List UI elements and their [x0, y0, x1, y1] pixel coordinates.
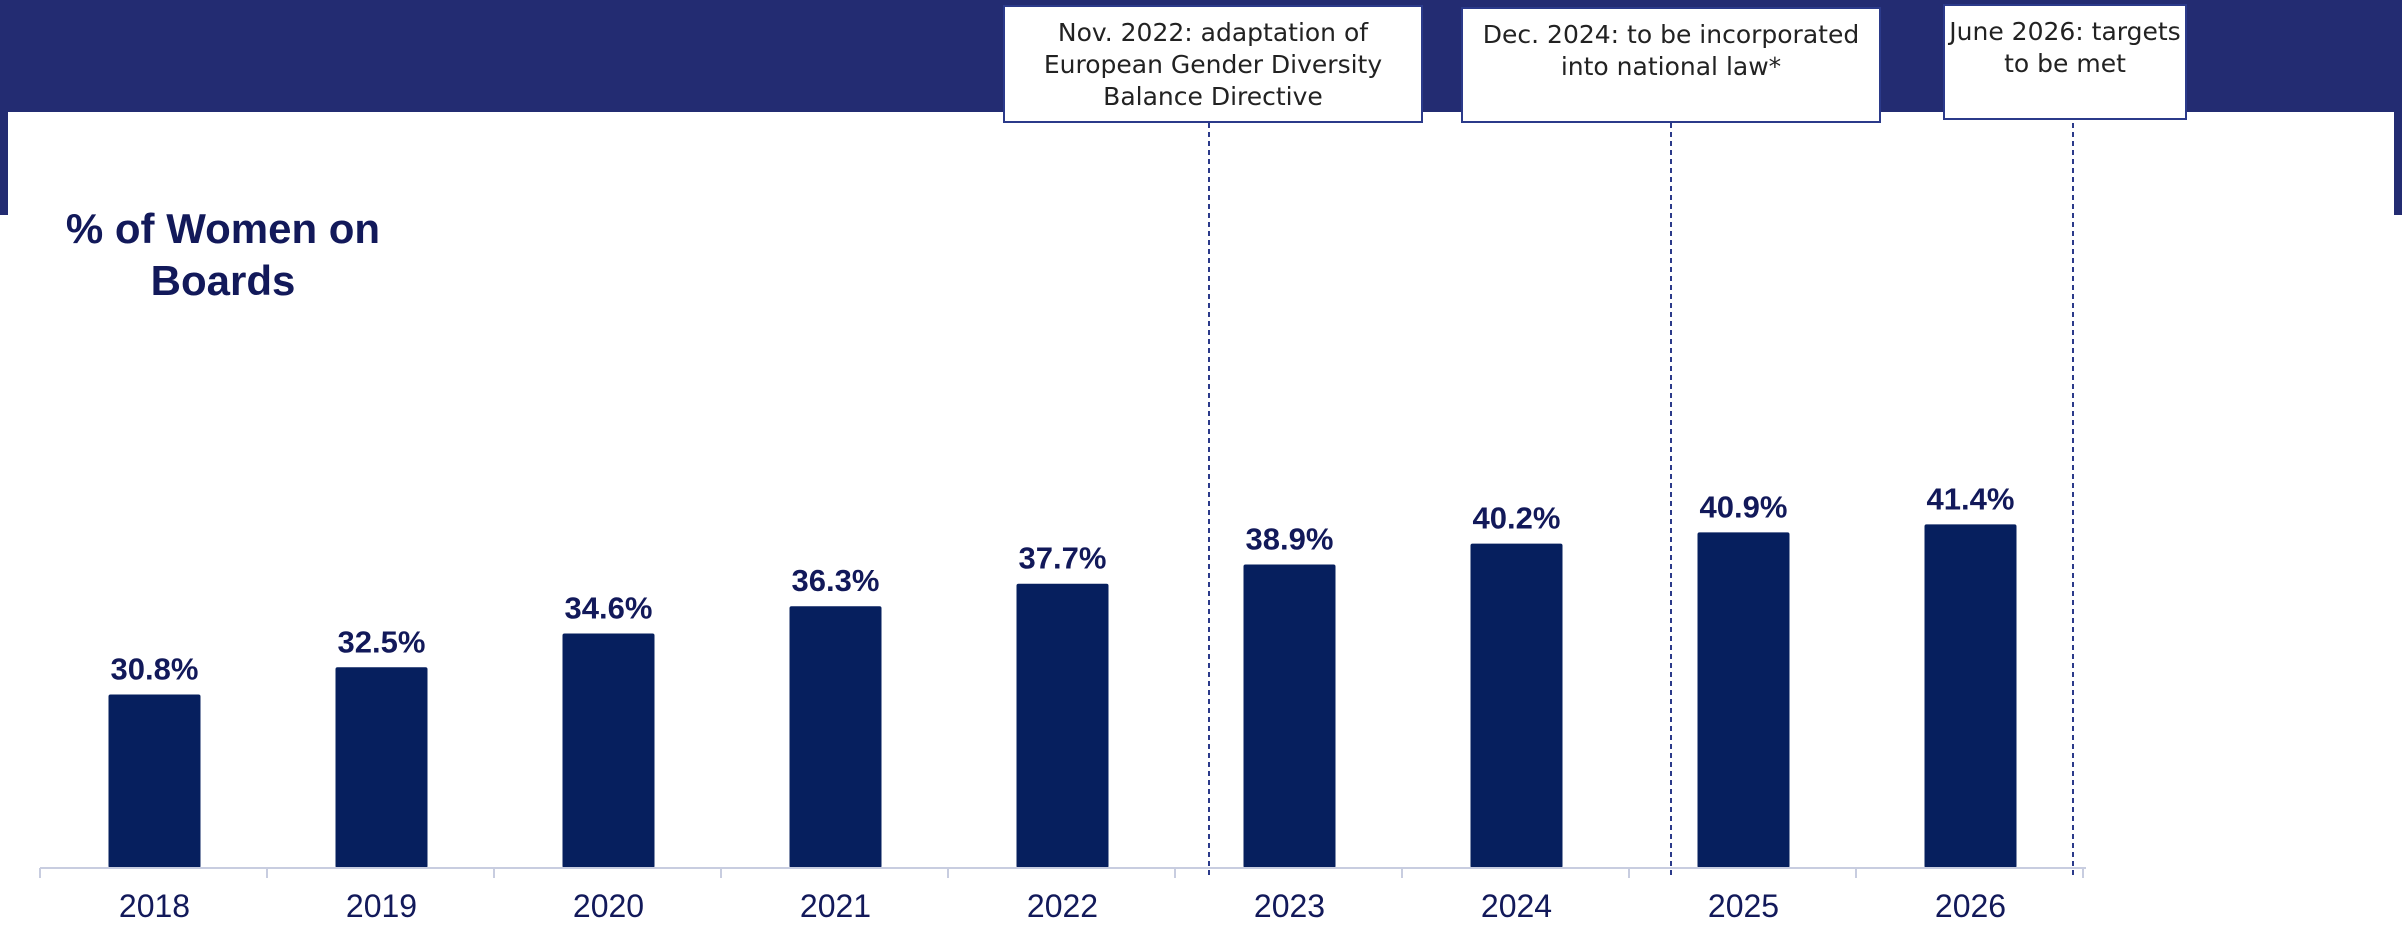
bar-2024: [1470, 543, 1563, 868]
value-label-2025: 40.9%: [1700, 489, 1788, 524]
category-label-2023: 2023: [1254, 888, 1325, 924]
value-label-2023: 38.9%: [1246, 521, 1334, 556]
annotation-box-targets: June 2026: targets to be met: [1943, 4, 2187, 120]
category-label-2022: 2022: [1027, 888, 1098, 924]
annotation-box-national-law: Dec. 2024: to be incorporated into natio…: [1461, 7, 1881, 123]
annotation-box-directive: Nov. 2022: adaptation of European Gender…: [1003, 5, 1423, 123]
bar-2025: [1697, 532, 1790, 868]
category-label-2021: 2021: [800, 888, 871, 924]
category-label-2020: 2020: [573, 888, 644, 924]
bar-2026: [1924, 524, 2017, 868]
bar-2020: [562, 633, 655, 868]
value-label-2026: 41.4%: [1927, 481, 2015, 516]
bar-2023: [1243, 564, 1336, 868]
value-label-2019: 32.5%: [338, 624, 426, 659]
value-label-2018: 30.8%: [111, 652, 199, 687]
category-label-2019: 2019: [346, 888, 417, 924]
value-label-2024: 40.2%: [1473, 501, 1561, 536]
bars: [108, 524, 2017, 868]
value-label-2020: 34.6%: [565, 591, 653, 626]
value-label-2022: 37.7%: [1019, 541, 1107, 576]
chart-title: % of Women on Boards: [65, 205, 381, 304]
bar-2021: [789, 606, 882, 868]
category-label-2024: 2024: [1481, 888, 1552, 924]
value-labels: 30.8% 32.5% 34.6% 36.3% 37.7% 38.9% 40.2% 40.9%…: [111, 481, 2015, 686]
x-axis: 2018 2019 2020 2021 2022 2023 2024 2025 2026: [39, 867, 2086, 924]
category-label-2026: 2026: [1935, 888, 2006, 924]
value-label-2021: 36.3%: [792, 563, 880, 598]
category-label-2018: 2018: [119, 888, 190, 924]
bar-2019: [335, 667, 428, 868]
bar-2018: [108, 694, 201, 868]
category-label-2025: 2025: [1708, 888, 1779, 924]
bar-2022: [1016, 583, 1109, 868]
